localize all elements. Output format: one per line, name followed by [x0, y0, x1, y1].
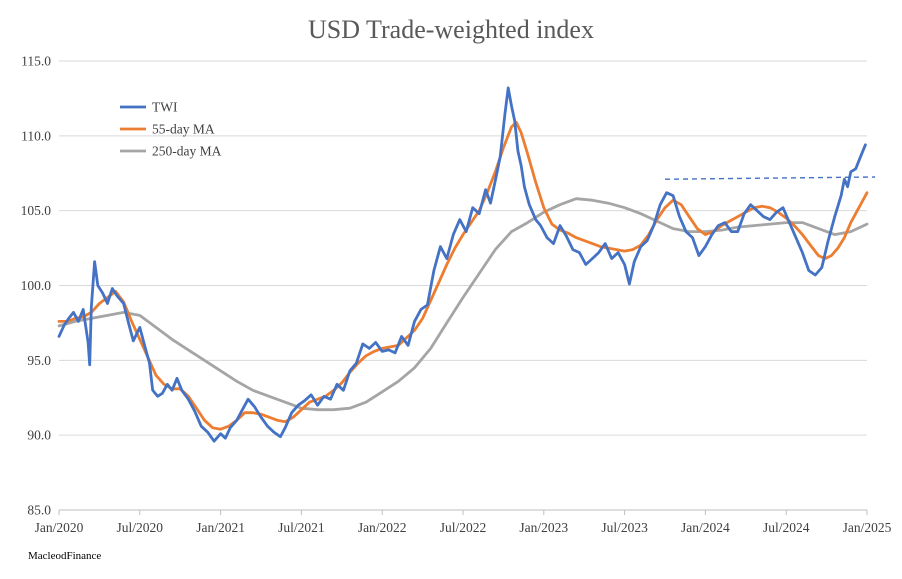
series-lines	[57, 86, 869, 443]
series-line-250-day-ma	[57, 197, 869, 412]
series-line-55-day-ma	[57, 121, 869, 431]
x-tick-label: Jul/2024	[763, 520, 810, 535]
x-tick-label: Jan/2021	[196, 520, 245, 535]
x-tick-label: Jan/2024	[681, 520, 730, 535]
x-tick-label: Jul/2020	[117, 520, 164, 535]
y-axis-ticks: 85.0 90.0 95.0 100.0 105.0 110.0 115.0	[21, 54, 52, 518]
x-tick-label: Jan/2022	[358, 520, 407, 535]
legend-label: 55-day MA	[152, 122, 215, 137]
y-tick-label: 100.0	[21, 278, 52, 293]
series-line-twi	[57, 86, 867, 443]
y-tick-label: 105.0	[21, 203, 52, 218]
x-tick-label: Jul/2021	[278, 520, 325, 535]
y-tick-label: 95.0	[27, 353, 51, 368]
x-axis-ticks: Jan/2020 Jul/2020 Jan/2021 Jul/2021 Jan/2022…	[35, 510, 892, 535]
legend-label: TWI	[152, 100, 178, 115]
x-tick-label: Jan/2025	[843, 520, 892, 535]
gridlines	[59, 60, 867, 511]
x-tick-label: Jul/2023	[601, 520, 648, 535]
resistance-dashed-line	[664, 176, 876, 180]
y-tick-label: 85.0	[27, 503, 51, 518]
annotations	[664, 176, 876, 180]
legend: TWI 55-day MA 250-day MA	[120, 100, 222, 159]
x-tick-label: Jan/2020	[35, 520, 84, 535]
y-tick-label: 115.0	[21, 54, 51, 69]
y-tick-label: 90.0	[27, 428, 51, 443]
legend-label: 250-day MA	[152, 144, 222, 159]
y-tick-label: 110.0	[21, 128, 51, 143]
chart-title: USD Trade-weighted index	[308, 15, 594, 44]
source-note: MacleodFinance	[28, 550, 101, 562]
x-tick-label: Jul/2022	[440, 520, 487, 535]
x-tick-label: Jan/2023	[519, 520, 568, 535]
